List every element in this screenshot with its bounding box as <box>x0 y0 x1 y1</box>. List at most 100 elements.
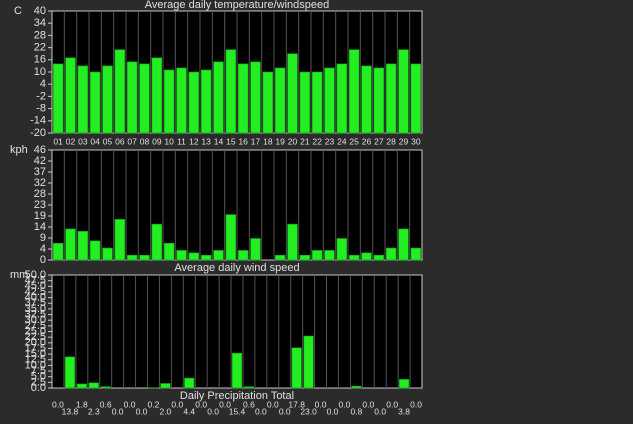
x-tick-label: 18 <box>263 136 273 146</box>
y-tick-label: 46 <box>34 144 46 156</box>
y-tick-label: 42.5 <box>25 286 46 298</box>
y-tick-label: 10 <box>34 66 46 78</box>
x-tick-label: 13 <box>201 136 211 146</box>
value-label: 0.6 <box>243 399 255 409</box>
y-tick-label: 34 <box>34 17 46 29</box>
bar <box>250 238 261 261</box>
y-tick-label: 0.0 <box>31 382 46 394</box>
y-tick-label: 25.0 <box>25 325 46 337</box>
y-tick-label: 22.5 <box>25 331 46 343</box>
x-tick-label: 06 <box>115 136 125 146</box>
x-tick-label: 26 <box>362 136 372 146</box>
bar <box>399 379 410 389</box>
y-tick-label: -14 <box>30 115 46 127</box>
y-tick-label: 0 <box>40 254 46 266</box>
x-tick-label: 04 <box>90 136 100 146</box>
value-label: 0.0 <box>136 406 148 416</box>
y-tick-label: 10.0 <box>25 359 46 371</box>
y-unit: mm <box>10 269 28 281</box>
bar <box>291 347 302 389</box>
value-label: 3.8 <box>398 406 410 416</box>
bar <box>299 71 311 134</box>
bar <box>160 383 171 389</box>
value-label: 0.6 <box>100 399 112 409</box>
bar <box>102 247 113 261</box>
value-label: 0.0 <box>339 399 351 409</box>
value-label: 4.4 <box>183 406 195 416</box>
x-tick-label: 25 <box>349 136 359 146</box>
bar <box>200 69 212 134</box>
bar <box>200 254 212 261</box>
bar <box>225 49 237 134</box>
value-label: 0.0 <box>207 406 219 416</box>
value-label: 0.0 <box>362 399 374 409</box>
value-label: 17.8 <box>288 399 305 409</box>
value-label: 0.0 <box>327 406 339 416</box>
bar <box>151 223 163 261</box>
y-tick-label: 37.5 <box>25 297 46 309</box>
bar <box>299 254 311 261</box>
x-tick-label: 22 <box>312 136 322 146</box>
value-label: 0.0 <box>315 399 327 409</box>
y-tick-label: 12.5 <box>25 354 46 366</box>
chart-title: Average daily temperature/windspeed <box>145 0 329 11</box>
bar <box>163 69 175 134</box>
x-tick-label: 28 <box>386 136 396 146</box>
y-tick-label: 30.0 <box>25 314 46 326</box>
bar <box>184 377 195 389</box>
bar <box>52 63 64 134</box>
bar <box>243 386 255 389</box>
bar <box>311 71 323 134</box>
bar <box>274 67 286 134</box>
bar <box>398 49 409 134</box>
x-tick-label: 10 <box>164 136 174 146</box>
bar <box>262 71 274 134</box>
y-tick-label: 9 <box>40 232 46 244</box>
bar <box>287 223 298 261</box>
bar <box>114 49 126 134</box>
bar <box>52 242 64 261</box>
x-tick-label: 11 <box>177 136 186 146</box>
x-tick-label: 14 <box>214 136 224 146</box>
value-label: 0.0 <box>112 406 124 416</box>
x-tick-label: 27 <box>374 136 384 146</box>
value-label: 0.0 <box>219 399 231 409</box>
x-tick-label: 09 <box>152 136 162 146</box>
bar <box>102 65 113 134</box>
x-tick-label: 07 <box>127 136 137 146</box>
bar <box>287 53 298 134</box>
value-label: 0.2 <box>148 399 160 409</box>
bar <box>65 57 76 134</box>
bar <box>373 254 385 261</box>
bar <box>361 252 372 261</box>
bar <box>151 57 163 134</box>
bar <box>311 250 323 261</box>
x-tick-label: 21 <box>300 136 310 146</box>
y-unit: kph <box>10 144 28 156</box>
y-tick-label: 42 <box>34 155 46 167</box>
x-tick-label: 12 <box>189 136 199 146</box>
y-tick-label: 19 <box>34 210 46 222</box>
bar <box>188 252 200 261</box>
bar <box>250 61 261 134</box>
y-tick-label: 40 <box>34 5 46 17</box>
value-label: 23.0 <box>300 406 317 416</box>
y-tick-label: 17.5 <box>25 342 46 354</box>
value-label: 0.0 <box>267 399 279 409</box>
x-tick-label: 24 <box>337 136 347 146</box>
bar <box>336 238 348 261</box>
y-tick-label: 50.0 <box>25 269 46 281</box>
y-tick-label: 16 <box>34 54 46 66</box>
bar <box>77 231 89 261</box>
bar <box>324 250 335 261</box>
y-tick-label: 22 <box>34 42 46 54</box>
bar <box>64 356 75 389</box>
y-tick-label: 15.0 <box>25 348 46 360</box>
bar <box>139 254 150 261</box>
bar <box>114 219 126 261</box>
x-tick-label: 08 <box>140 136 150 146</box>
bar <box>351 385 362 389</box>
bar <box>188 71 200 134</box>
y-tick-label: 32.5 <box>25 308 46 320</box>
